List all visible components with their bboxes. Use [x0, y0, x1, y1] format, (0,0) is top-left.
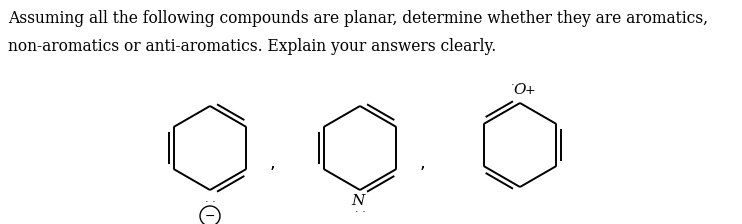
Text: Assuming all the following compounds are planar, determine whether they are arom: Assuming all the following compounds are…: [8, 10, 708, 27]
Text: ,: ,: [419, 154, 425, 172]
Text: ,: ,: [269, 154, 275, 172]
Text: · ·: · ·: [510, 80, 522, 90]
Text: −: −: [205, 209, 215, 222]
Text: · ·: · ·: [205, 197, 215, 207]
Text: N: N: [351, 194, 364, 208]
Text: +: +: [525, 84, 535, 97]
Text: non-aromatics or anti-aromatics. Explain your answers clearly.: non-aromatics or anti-aromatics. Explain…: [8, 38, 496, 55]
Text: O: O: [513, 83, 526, 97]
Text: · ·: · ·: [355, 207, 365, 217]
